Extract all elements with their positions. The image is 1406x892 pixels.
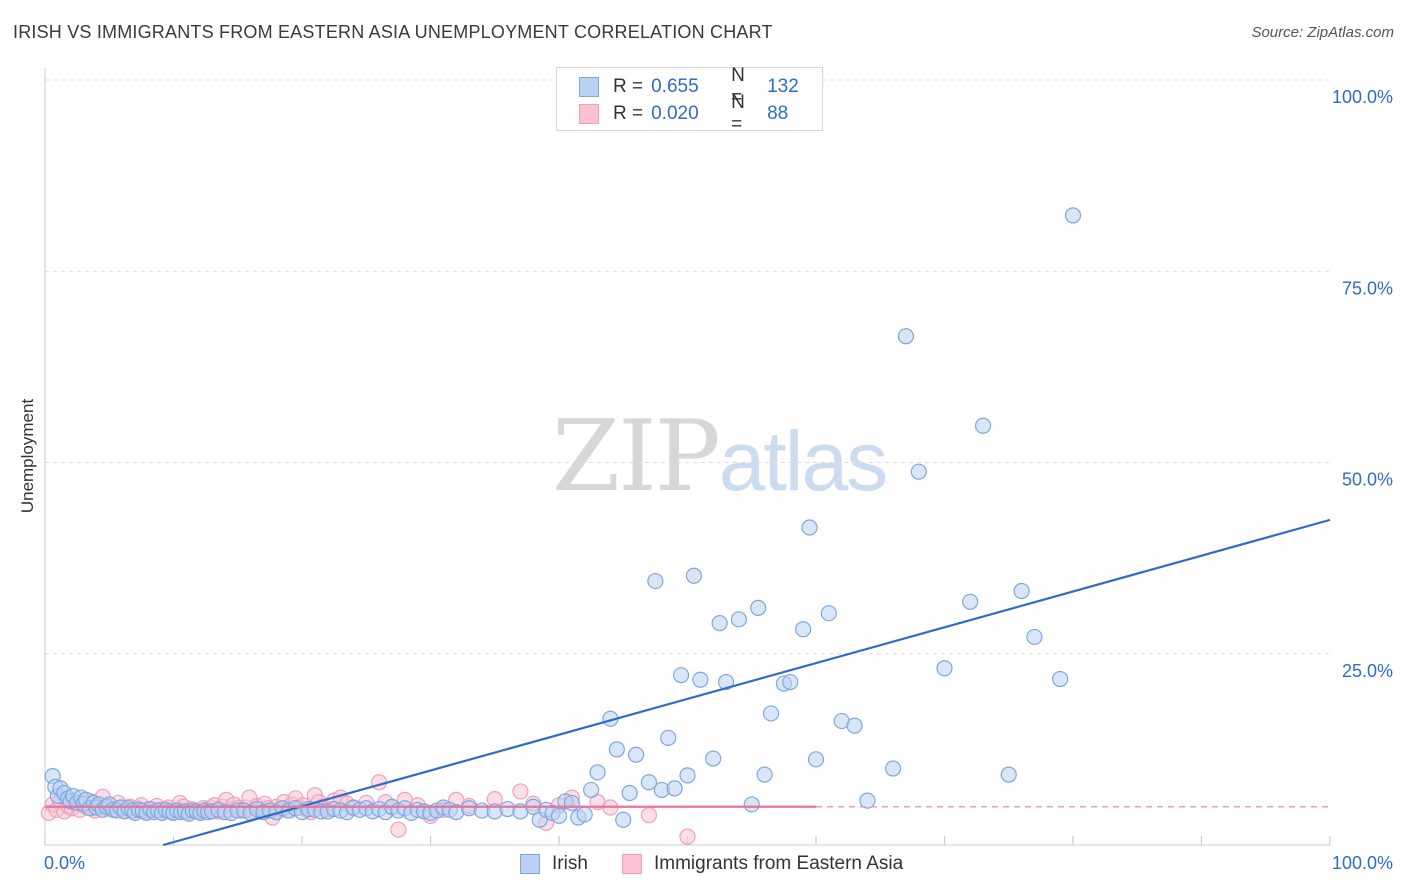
bottom-asia-swatch [622, 854, 642, 874]
x-tick-label-max: 100.0% [1332, 853, 1393, 873]
irish-point [550, 807, 568, 825]
irish-point [1064, 207, 1082, 224]
irish-point [730, 611, 748, 628]
legend-row-irish: R = 0.655 N = 132 [579, 65, 799, 108]
axes [44, 68, 1331, 846]
irish-point [936, 660, 953, 677]
irish-n-label: N = [731, 65, 745, 108]
irish-point [705, 750, 722, 767]
bottom-irish-label: Irish [552, 853, 588, 874]
irish-point [563, 794, 580, 812]
irish-point [692, 671, 709, 688]
irish-point [640, 774, 658, 791]
asia-n-value: 88 [767, 103, 789, 124]
irish-point [608, 741, 625, 758]
chart-title: IRISH VS IMMIGRANTS FROM EASTERN ASIA UN… [13, 22, 773, 42]
irish-point [615, 811, 632, 828]
irish-point [910, 463, 927, 480]
asia-swatch [579, 104, 599, 124]
irish-point [1052, 670, 1069, 688]
irish-point [962, 593, 979, 610]
irish-point [807, 751, 825, 768]
irish-point [685, 567, 703, 584]
watermark-zip: ZIP [552, 400, 721, 514]
asia-r-label: R = [613, 103, 644, 124]
irish-r-label: R = [613, 76, 644, 97]
x-tick-label-min: 0.0% [44, 853, 85, 873]
bottom-asia-label: Immigrants from Eastern Asia [654, 853, 904, 874]
irish-point [859, 792, 876, 809]
irish-point [743, 796, 760, 813]
irish-trend-line [162, 518, 1331, 847]
irish-point [820, 605, 837, 622]
y-axis-label: Unemployment [18, 398, 37, 514]
irish-point [795, 621, 812, 638]
asia-point [512, 783, 529, 800]
irish-point [974, 417, 992, 434]
irish-point [576, 806, 593, 823]
irish-point [666, 780, 683, 797]
irish-point [583, 781, 600, 799]
y-tick-label: 50.0% [1342, 470, 1393, 490]
irish-point [711, 615, 728, 632]
irish-point [782, 673, 799, 691]
irish-point [1000, 766, 1017, 783]
legend-row-asia: R = 0.020 N = 88 [579, 92, 789, 135]
irish-point [884, 760, 902, 777]
watermark: ZIPatlas [552, 400, 888, 514]
irish-point [679, 767, 696, 784]
y-tick-label: 75.0% [1342, 278, 1393, 298]
irish-n-value: 132 [767, 76, 799, 97]
y-tick-label: 25.0% [1342, 661, 1393, 681]
watermark-atlas: atlas [718, 414, 888, 508]
irish-point [589, 764, 606, 781]
asia-n-label: N = [731, 92, 745, 135]
bottom-legend-asia: Immigrants from Eastern Asia [622, 852, 903, 876]
irish-point [717, 673, 735, 691]
irish-point [621, 784, 638, 802]
grid-lines [45, 79, 1330, 655]
irish-point [1026, 628, 1043, 646]
irish-point [801, 519, 818, 536]
y-tick-label: 100.0% [1332, 87, 1393, 107]
irish-r-value: 0.655 [651, 76, 699, 97]
stats-legend: R = 0.655 N = 132 R = 0.020 N = 88 [556, 65, 823, 135]
asia-point [390, 821, 407, 838]
irish-point [897, 328, 915, 345]
irish-point [627, 746, 645, 763]
asia-point [640, 807, 658, 824]
tick-labels: 25.0% 50.0% 75.0% 100.0% 0.0% 100.0% [44, 87, 1393, 873]
irish-point [762, 705, 780, 722]
irish-point [647, 572, 664, 590]
irish-point [750, 599, 767, 616]
bottom-legend-irish: Irish [520, 852, 588, 876]
asia-r-value: 0.020 [651, 103, 699, 124]
irish-point [672, 667, 690, 684]
irish-point [1013, 582, 1030, 600]
irish-point [756, 766, 773, 783]
source-label: Source: ZipAtlas.com [1251, 24, 1394, 41]
irish-point [660, 729, 677, 747]
irish-swatch [579, 77, 599, 97]
trend-lines [45, 518, 1331, 847]
asia-point [679, 828, 696, 845]
irish-point [846, 717, 863, 734]
bottom-irish-swatch [520, 854, 540, 874]
